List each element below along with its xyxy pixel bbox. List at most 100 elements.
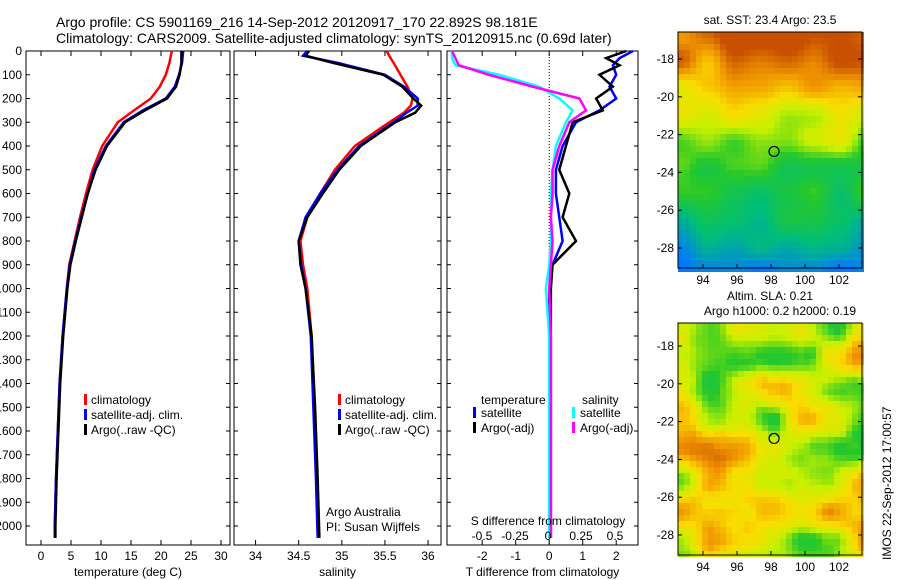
heatmap-cell <box>804 329 810 335</box>
heatmap-cell <box>690 353 696 359</box>
heatmap-cell <box>846 242 852 248</box>
heatmap-cell <box>702 425 708 431</box>
heatmap-cell <box>774 335 780 341</box>
heatmap-cell <box>852 188 858 194</box>
heatmap-cell <box>786 323 792 329</box>
heatmap-cell <box>786 206 792 212</box>
heatmap-cell <box>852 242 858 248</box>
heatmap-cell <box>708 224 714 230</box>
heatmap-cell <box>810 44 816 50</box>
heatmap-cell <box>696 329 702 335</box>
heatmap-cell <box>702 503 708 509</box>
heatmap-cell <box>828 341 834 347</box>
heatmap-cell <box>774 413 780 419</box>
heatmap-cell <box>792 116 798 122</box>
heatmap-cell <box>696 503 702 509</box>
heatmap-cell <box>852 230 858 236</box>
heatmap-cell <box>714 32 720 38</box>
heatmap-cell <box>756 491 762 497</box>
heatmap-cell <box>786 395 792 401</box>
heatmap-cell <box>816 98 822 104</box>
heatmap-cell <box>798 455 804 461</box>
heatmap-cell <box>834 230 840 236</box>
heatmap-cell <box>756 62 762 68</box>
heatmap-cell <box>834 176 840 182</box>
heatmap-cell <box>858 431 864 437</box>
heatmap-cell <box>816 224 822 230</box>
heatmap-cell <box>726 224 732 230</box>
heatmap-cell <box>834 104 840 110</box>
heatmap-cell <box>840 38 846 44</box>
heatmap-cell <box>750 383 756 389</box>
heatmap-cell <box>774 425 780 431</box>
heatmap-cell <box>780 479 786 485</box>
heatmap-cell <box>756 32 762 38</box>
heatmap-cell <box>852 353 858 359</box>
heatmap-cell <box>744 242 750 248</box>
heatmap-cell <box>684 449 690 455</box>
heatmap-cell <box>720 437 726 443</box>
heatmap-cell <box>744 266 750 272</box>
heatmap-cell <box>828 260 834 266</box>
heatmap-cell <box>726 50 732 56</box>
heatmap-cell <box>684 182 690 188</box>
heatmap-cell <box>840 359 846 365</box>
heatmap-cell <box>678 50 684 56</box>
heatmap-cell <box>798 431 804 437</box>
heatmap-cell <box>738 443 744 449</box>
heatmap-cell <box>732 224 738 230</box>
y-tick-label: -26 <box>657 490 675 504</box>
heatmap-cell <box>774 56 780 62</box>
heatmap-cell <box>810 212 816 218</box>
heatmap-cell <box>852 461 858 467</box>
heatmap-cell <box>750 116 756 122</box>
heatmap-cell <box>762 503 768 509</box>
heatmap-cell <box>834 134 840 140</box>
heatmap-cell <box>708 449 714 455</box>
heatmap-cell <box>816 254 822 260</box>
heatmap-cell <box>744 254 750 260</box>
heatmap-cell <box>738 164 744 170</box>
heatmap-cell <box>828 104 834 110</box>
heatmap-cell <box>804 533 810 539</box>
heatmap-cell <box>780 188 786 194</box>
heatmap-cell <box>846 200 852 206</box>
heatmap-cell <box>786 92 792 98</box>
heatmap-cell <box>792 110 798 116</box>
heatmap-cell <box>696 401 702 407</box>
heatmap-cell <box>816 329 822 335</box>
heatmap-cell <box>714 80 720 86</box>
heatmap-cell <box>744 128 750 134</box>
heatmap-cell <box>798 212 804 218</box>
heatmap-cell <box>708 413 714 419</box>
heatmap-cell <box>774 467 780 473</box>
heatmap-cell <box>702 266 708 272</box>
heatmap-cell <box>768 104 774 110</box>
heatmap-cell <box>720 527 726 533</box>
heatmap-cell <box>702 86 708 92</box>
heatmap-cell <box>786 437 792 443</box>
heatmap-cell <box>696 56 702 62</box>
heatmap-cell <box>816 134 822 140</box>
heatmap-cell <box>732 266 738 272</box>
heatmap-cell <box>798 551 804 557</box>
heatmap-cell <box>720 134 726 140</box>
heatmap-cell <box>810 38 816 44</box>
heatmap-cell <box>726 140 732 146</box>
heatmap-cell <box>756 254 762 260</box>
heatmap-cell <box>768 56 774 62</box>
heatmap-cell <box>786 545 792 551</box>
heatmap-cell <box>798 533 804 539</box>
heatmap-cell <box>852 206 858 212</box>
heatmap-cell <box>696 539 702 545</box>
heatmap-cell <box>828 467 834 473</box>
heatmap-cell <box>804 80 810 86</box>
heatmap-cell <box>858 545 864 551</box>
heatmap-cell <box>786 479 792 485</box>
heatmap-cell <box>678 104 684 110</box>
heatmap-cell <box>768 86 774 92</box>
heatmap-cell <box>852 56 858 62</box>
heatmap-cell <box>720 431 726 437</box>
y-tick-label: 1600 <box>0 424 22 438</box>
heatmap-cell <box>762 44 768 50</box>
